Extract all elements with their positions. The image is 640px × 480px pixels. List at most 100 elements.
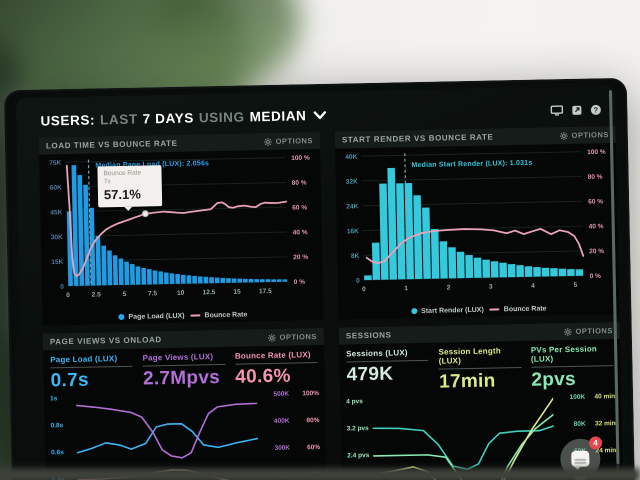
legend-label: Bounce Rate xyxy=(204,310,248,319)
metric-bounce-rate[interactable]: Bounce Rate (LUX) 40.6% xyxy=(234,350,318,389)
laptop-bottom-edge xyxy=(0,468,640,480)
svg-text:80 %: 80 % xyxy=(292,180,307,187)
metric-value: 2.7Mpvs xyxy=(142,367,221,390)
axis-tick-label: 40 min xyxy=(594,393,616,401)
tooltip-subtitle: 7s xyxy=(103,178,111,186)
metric-value: 479K xyxy=(346,363,394,386)
svg-text:?: ? xyxy=(593,105,598,114)
laptop-screen: USERS: LAST 7 DAYS USING MEDIAN xyxy=(3,77,636,480)
axis-tick-label: 500K xyxy=(273,390,290,398)
svg-text:7.5: 7.5 xyxy=(148,290,158,297)
legend-line-icon xyxy=(489,308,500,311)
svg-text:1: 1 xyxy=(404,285,408,292)
axis-tick-label: 1s xyxy=(49,395,58,403)
panel-title: LOAD TIME VS BOUNCE RATE xyxy=(45,138,178,151)
svg-text:0: 0 xyxy=(356,278,360,285)
metric-label: Page Load (LUX) xyxy=(50,353,133,369)
help-icon[interactable]: ? xyxy=(590,104,601,115)
last-label: LAST xyxy=(99,111,138,127)
svg-text:30K: 30K xyxy=(51,234,63,241)
metric-value: 40.6% xyxy=(235,365,291,388)
gear-icon xyxy=(559,131,568,140)
options-button[interactable]: OPTIONS xyxy=(563,326,613,336)
gear-icon xyxy=(267,333,276,342)
using-label: USING xyxy=(198,108,245,125)
metric-row: Sessions (LUX) 479K Session Length (LUX)… xyxy=(339,339,621,397)
options-label: OPTIONS xyxy=(571,130,609,140)
legend-item[interactable]: Bounce Rate xyxy=(489,304,547,313)
svg-text:5: 5 xyxy=(573,282,577,289)
svg-text:75K: 75K xyxy=(49,160,61,167)
panel-title: PAGE VIEWS VS ONLOAD xyxy=(49,335,162,347)
legend-item[interactable]: Page Load (LUX) xyxy=(118,312,185,321)
svg-text:15K: 15K xyxy=(51,259,63,266)
metric-pvs-per-session[interactable]: PVs Per Session (LUX) 2pvs xyxy=(530,344,614,392)
metric-label: Sessions (LUX) xyxy=(346,347,429,363)
panel-load-time-vs-bounce-rate: LOAD TIME VS BOUNCE RATE OPTIONS 75K 10 0 … xyxy=(38,131,324,326)
date-range-selector[interactable]: USERS: LAST 7 DAYS USING MEDIAN xyxy=(40,107,327,129)
share-icon[interactable] xyxy=(571,104,582,115)
metric-value: 17min xyxy=(438,370,496,393)
panel-title: SESSIONS xyxy=(345,330,392,341)
legend-label: Page Load (LUX) xyxy=(128,312,185,321)
legend-item[interactable]: Start Render (LUX) xyxy=(411,306,484,314)
svg-text:32K: 32K xyxy=(346,179,358,186)
svg-text:60 %: 60 % xyxy=(292,204,307,211)
svg-text:20 %: 20 % xyxy=(293,254,308,261)
metric-value: 0.7s xyxy=(50,369,90,392)
svg-text:0: 0 xyxy=(66,292,70,299)
svg-text:0 %: 0 % xyxy=(590,273,602,280)
chart-tooltip: Bounce Rate 7s 57.1% xyxy=(97,165,163,208)
axis-tick-label: 3.2 pvs xyxy=(346,425,369,433)
options-button[interactable]: OPTIONS xyxy=(267,332,317,342)
svg-text:0: 0 xyxy=(362,286,366,293)
titlebar: USERS: LAST 7 DAYS USING MEDIAN xyxy=(38,96,603,133)
svg-text:60K: 60K xyxy=(50,184,62,191)
panel-page-views-vs-onload: PAGE VIEWS VS ONLOAD OPTIONS Page Load (… xyxy=(42,327,328,480)
legend-label: Start Render (LUX) xyxy=(421,306,484,315)
axis-tick-label: 60% xyxy=(306,444,321,452)
svg-text:20 %: 20 % xyxy=(589,248,604,255)
legend-label: Bounce Rate xyxy=(503,304,547,313)
metric-label: PVs Per Session (LUX) xyxy=(530,344,614,368)
svg-text:4: 4 xyxy=(531,283,535,290)
panel-title: START RENDER VS BOUNCE RATE xyxy=(341,132,494,145)
metric-sessions[interactable]: Sessions (LUX) 479K xyxy=(346,347,429,396)
load-time-histogram-chart[interactable]: 75K 100 % 60K 80 % 45K 60 % 30K 40 % 15K 20 % 0 0 %… xyxy=(39,149,323,307)
svg-text:40 %: 40 % xyxy=(589,223,604,230)
svg-text:0 %: 0 % xyxy=(294,279,306,286)
users-label: USERS: xyxy=(40,111,96,129)
options-button[interactable]: OPTIONS xyxy=(263,136,313,146)
page-views-onload-line-chart[interactable]: 1s500K100%0.8s400K80%0.6s300K60%0.4s200K… xyxy=(44,389,327,480)
metric-page-views[interactable]: Page Views (LUX) 2.7Mpvs xyxy=(142,351,226,391)
axis-tick-label: 100K xyxy=(569,393,586,402)
metric-page-load[interactable]: Page Load (LUX) 0.7s xyxy=(50,353,133,393)
options-button[interactable]: OPTIONS xyxy=(559,130,609,140)
svg-text:2.5: 2.5 xyxy=(92,291,102,298)
svg-text:2: 2 xyxy=(447,284,451,291)
chevron-down-icon xyxy=(313,110,327,119)
svg-text:40 %: 40 % xyxy=(293,229,308,236)
axis-tick-label: 80K xyxy=(573,420,586,428)
display-icon[interactable] xyxy=(550,104,564,116)
axis-tick-label: 80% xyxy=(306,417,320,425)
axis-tick-label: 100% xyxy=(302,390,320,398)
svg-text:10: 10 xyxy=(177,290,185,297)
axis-tick-label: 300K xyxy=(274,444,291,452)
svg-text:100 %: 100 % xyxy=(587,149,606,156)
svg-text:8K: 8K xyxy=(351,253,360,260)
metric-session-length[interactable]: Session Length (LUX) 17min xyxy=(438,345,522,394)
svg-text:40K: 40K xyxy=(345,154,357,161)
svg-text:17.5: 17.5 xyxy=(259,288,272,295)
options-label: OPTIONS xyxy=(575,326,613,336)
axis-tick-label: 4 pvs xyxy=(346,398,363,406)
panel-start-render-vs-bounce-rate: START RENDER VS BOUNCE RATE OPTIONS 40K 1… xyxy=(334,126,620,320)
start-render-histogram-chart[interactable]: 40K 100 % 32K 80 % 24K 60 % 16K 40 % 8K 20 % 0 0 % 0… xyxy=(335,143,619,301)
legend-item[interactable]: Bounce Rate xyxy=(190,311,247,319)
tooltip-value: 57.1% xyxy=(103,186,141,203)
metric-row: Page Load (LUX) 0.7s Page Views (LUX) 2.… xyxy=(43,345,325,394)
legend-dot-icon xyxy=(118,313,125,321)
gear-icon xyxy=(263,137,272,146)
